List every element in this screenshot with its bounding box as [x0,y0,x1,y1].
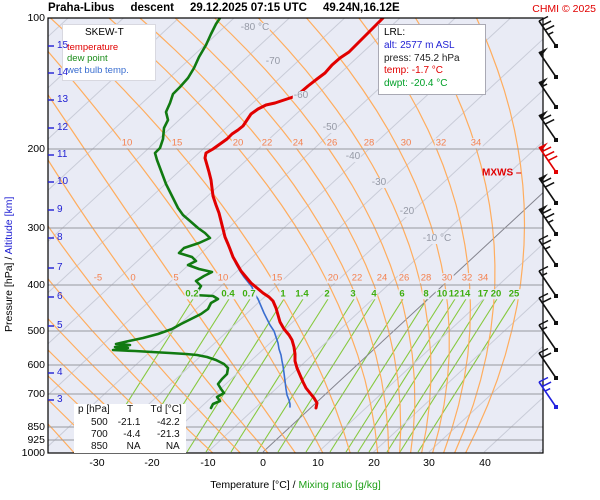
dry-adiabat-line [48,349,158,453]
isotherm-line [48,18,180,140]
wet-bulb-curve [229,248,291,408]
wind-barb [538,347,558,380]
wind-barb [538,234,558,267]
wind-barb [538,142,558,174]
wind-barb [538,292,558,325]
wind-barb [538,319,558,352]
plot-background [48,18,543,453]
dew-point-curve [111,18,230,410]
dry-adiabat-line [306,18,450,453]
dry-adiabat-line [174,18,402,453]
temperature-curve [203,18,385,410]
dry-adiabat-line [465,18,526,453]
wind-barb [538,77,558,109]
wind-barb [538,173,558,205]
dry-adiabat-line [48,158,269,453]
dry-adiabat-line [139,18,390,453]
wind-barb [538,110,558,142]
isotherm-line [48,18,235,191]
isotherm-line [262,192,543,453]
wind-barb [538,15,558,48]
wind-barb [538,47,558,79]
isotherm-line [48,18,456,396]
dry-adiabat-line [48,93,296,453]
wind-barb [538,376,558,409]
dry-adiabat-line [108,18,379,453]
isotherm-line [428,345,543,453]
isotherm-line [48,18,345,294]
plot-grid-layer [48,18,543,453]
dry-adiabat-line [214,18,416,453]
dry-adiabat-line [48,317,186,453]
sounding-curves-layer [111,18,385,410]
dry-adiabat-line [48,277,214,453]
isotherm-line [373,294,543,453]
wind-barb [538,204,558,236]
dry-adiabat-line [48,224,241,453]
wind-barb [538,265,558,298]
isotherm-line [96,38,543,453]
plot-border [47,17,544,454]
isotherm-line [539,448,543,453]
isotherm-line [317,243,543,453]
